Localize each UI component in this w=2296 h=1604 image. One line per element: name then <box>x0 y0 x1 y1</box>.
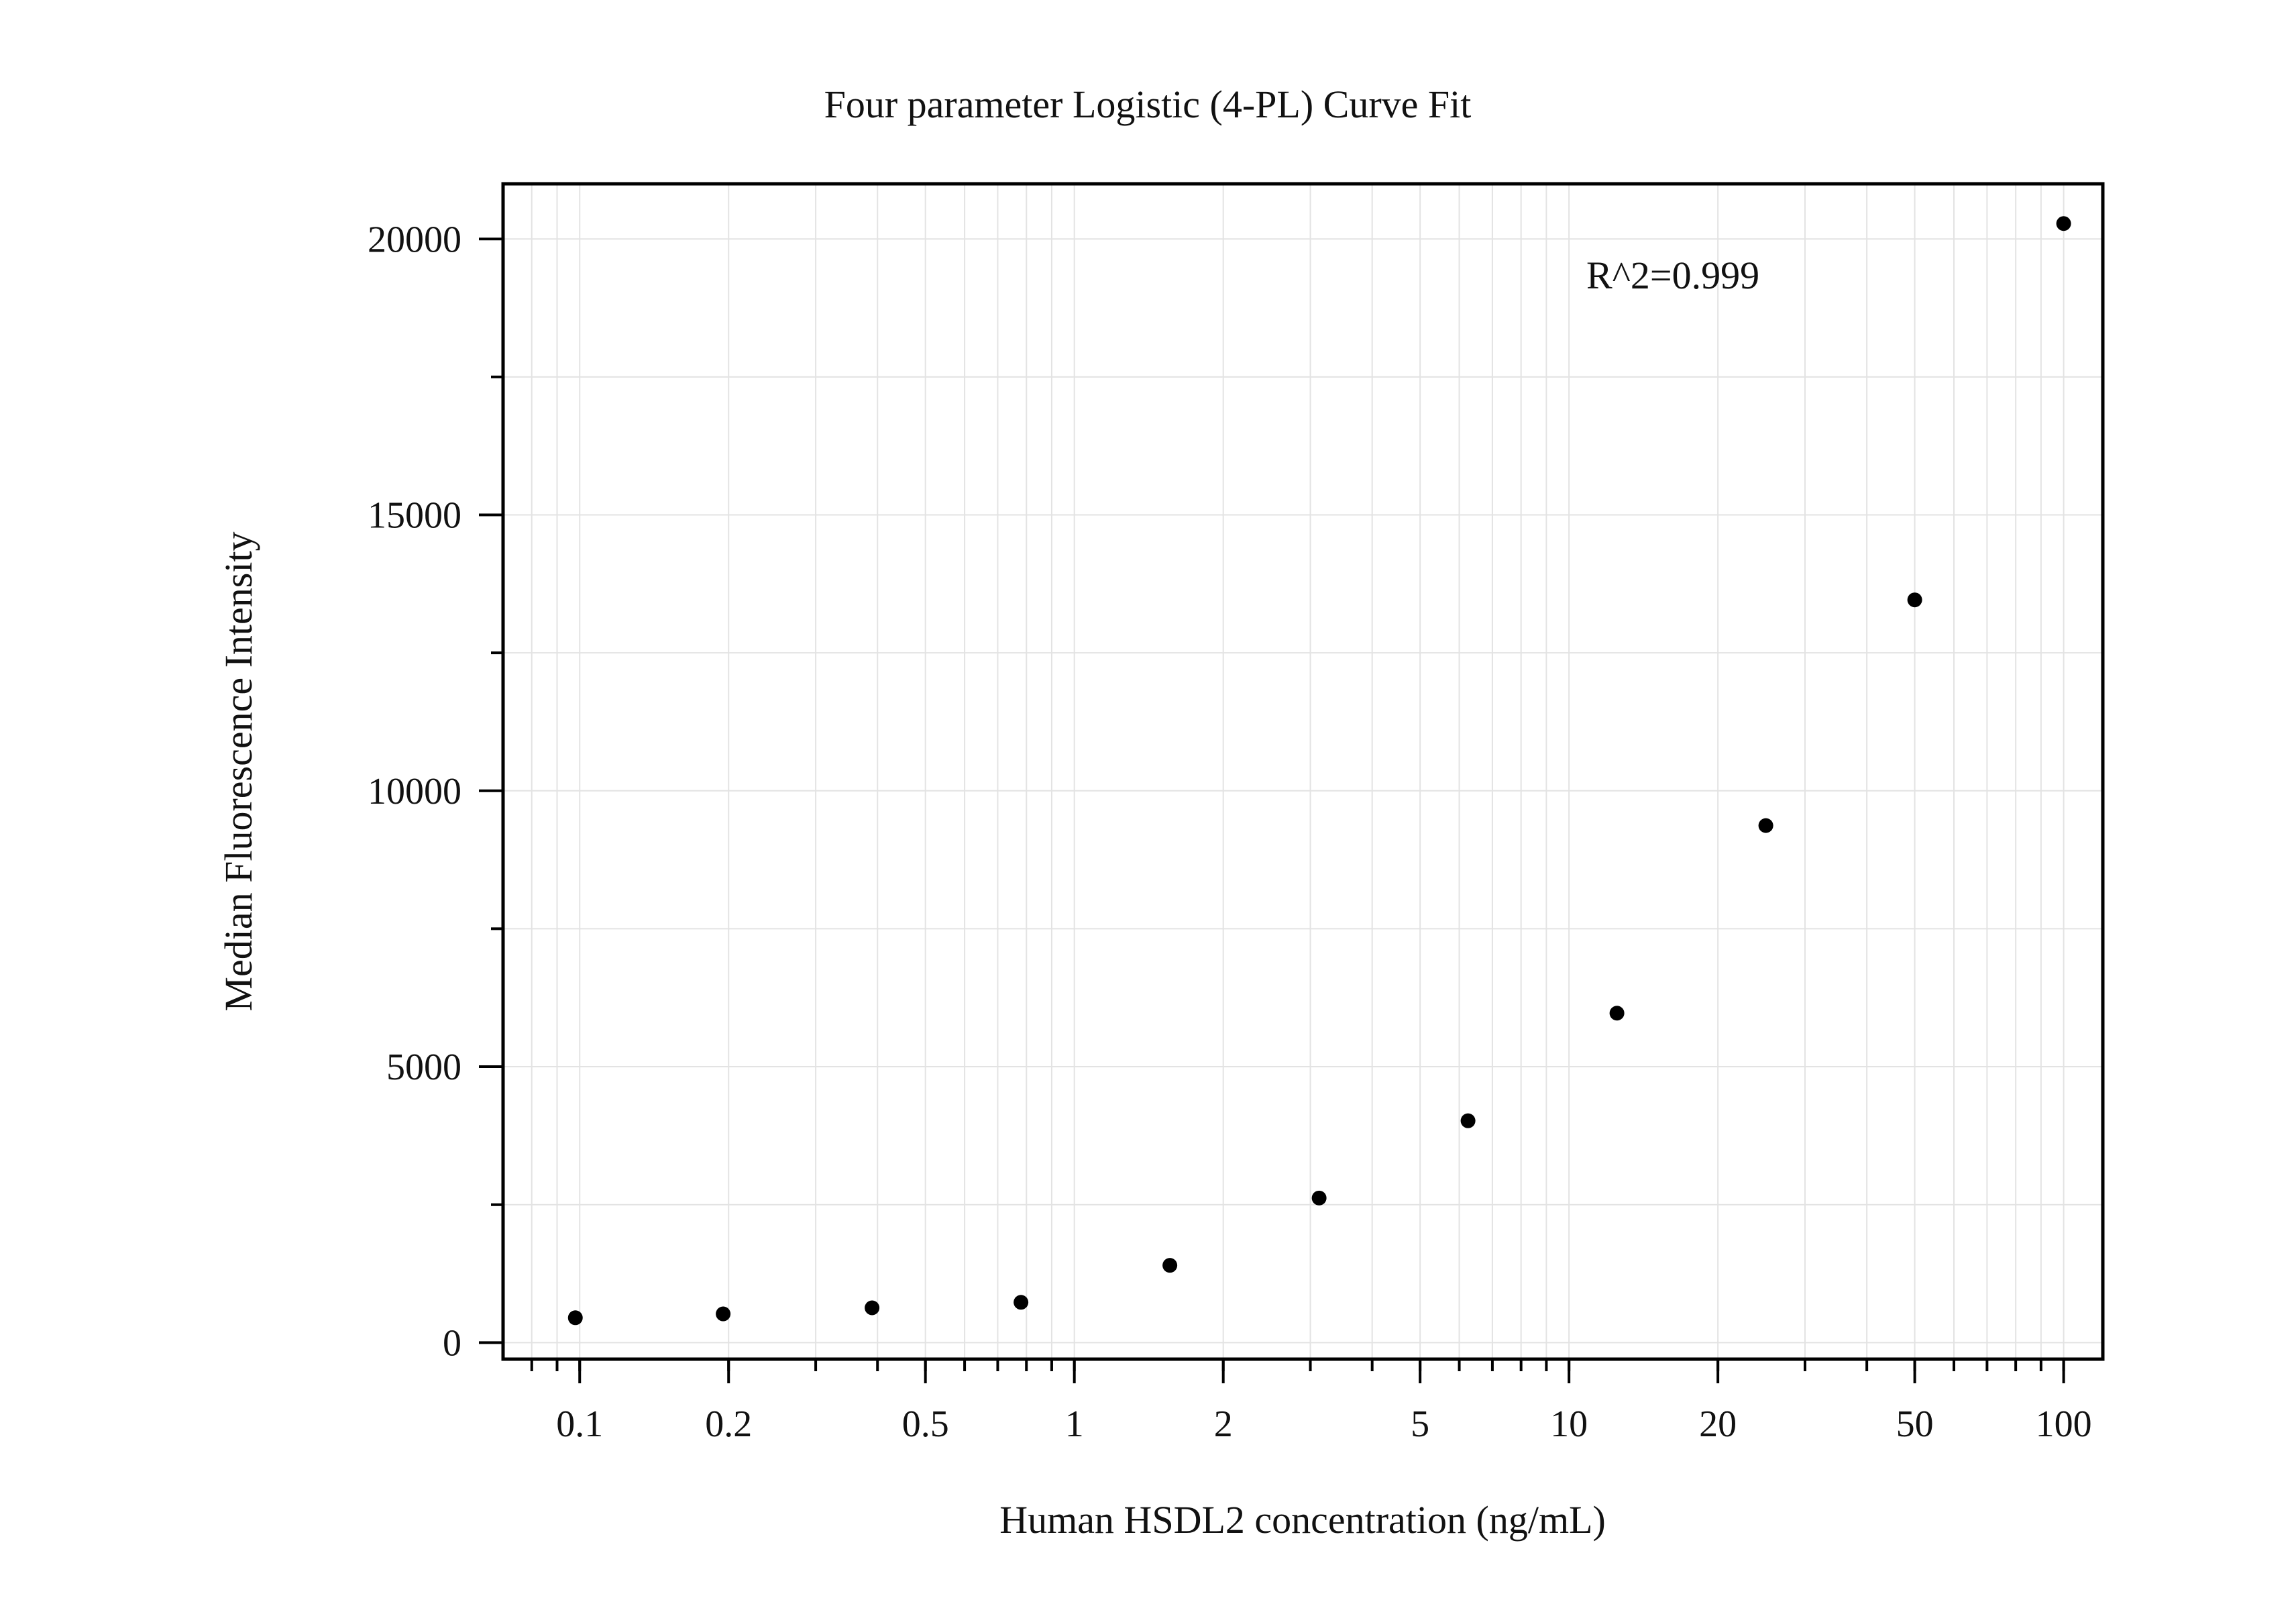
data-point <box>865 1300 880 1316</box>
y-axis-ticks: 0 5000 10000 15000 20000 <box>368 219 503 1364</box>
x-tick-label: 0.5 <box>902 1403 949 1445</box>
data-point <box>1609 1006 1625 1021</box>
y-tick-label: 15000 <box>368 495 461 537</box>
data-point <box>1907 592 1922 608</box>
data-point <box>1311 1190 1327 1206</box>
chart-title: Four parameter Logistic (4-PL) Curve Fit <box>824 83 1472 126</box>
data-point <box>1758 818 1773 833</box>
x-axis-label: Human HSDL2 concentration (ng/mL) <box>999 1498 1606 1542</box>
y-tick-label: 10000 <box>368 771 461 812</box>
y-tick-label: 5000 <box>386 1047 461 1088</box>
data-point <box>2056 216 2071 231</box>
data-point <box>1162 1258 1178 1273</box>
y-tick-label: 0 <box>443 1322 461 1364</box>
x-tick-label: 50 <box>1896 1403 1934 1445</box>
x-tick-label: 0.1 <box>556 1403 603 1445</box>
x-tick-label: 100 <box>2036 1403 2092 1445</box>
data-point <box>567 1310 583 1326</box>
x-tick-label: 2 <box>1214 1403 1233 1445</box>
y-tick-label: 20000 <box>368 219 461 260</box>
x-tick-label: 0.2 <box>705 1403 752 1445</box>
data-point <box>1014 1295 1029 1310</box>
y-axis-label: Median Fluorescence Intensity <box>217 531 260 1011</box>
data-point <box>1460 1113 1476 1128</box>
data-points <box>567 216 2071 1326</box>
plot-frame <box>501 182 2105 1361</box>
x-tick-label: 10 <box>1550 1403 1588 1445</box>
data-point <box>716 1306 731 1322</box>
x-tick-label: 1 <box>1065 1403 1084 1445</box>
x-tick-label: 5 <box>1411 1403 1429 1445</box>
x-tick-label: 20 <box>1699 1403 1737 1445</box>
r-squared-annotation: R^2=0.999 <box>1586 254 1759 297</box>
x-axis-ticks: 0.1 0.2 0.5 1 2 5 10 20 50 100 <box>530 1359 2092 1445</box>
grid-lines <box>503 184 2103 1359</box>
